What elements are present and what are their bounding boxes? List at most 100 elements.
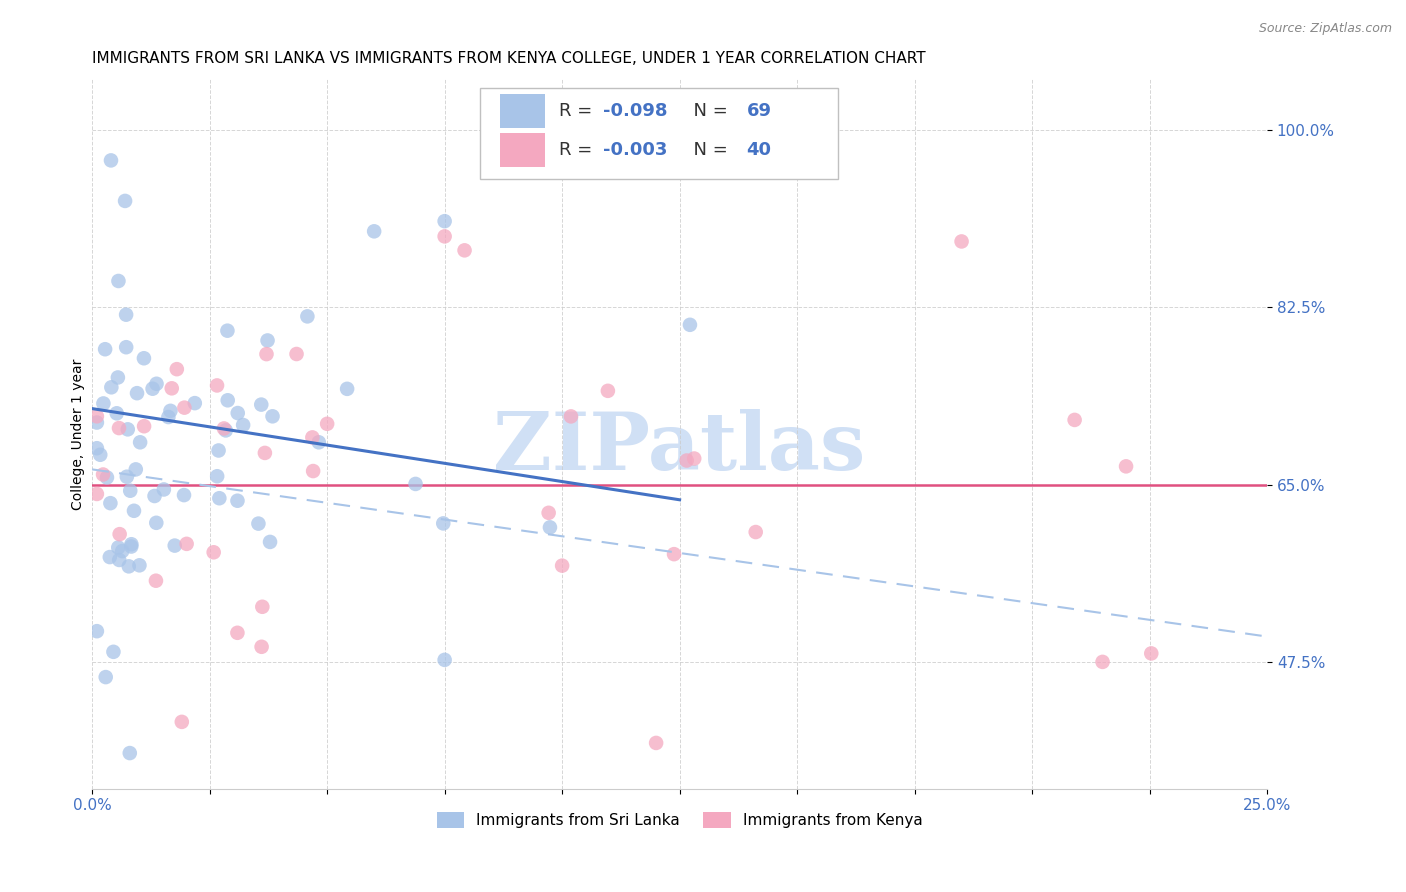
Point — [301, 430, 323, 444]
Point — [226, 493, 249, 508]
Point — [98, 550, 121, 565]
Point — [166, 362, 188, 376]
Point — [302, 464, 325, 478]
Point — [129, 435, 152, 450]
Point — [744, 524, 766, 539]
Point — [256, 347, 278, 361]
Point — [163, 539, 186, 553]
Point — [157, 410, 180, 425]
Point — [145, 376, 167, 391]
Point — [205, 469, 228, 483]
Point — [125, 462, 148, 476]
Point — [132, 351, 155, 366]
Point — [120, 537, 142, 551]
Text: -0.003: -0.003 — [603, 141, 668, 159]
Legend: Immigrants from Sri Lanka, Immigrants from Kenya: Immigrants from Sri Lanka, Immigrants fr… — [430, 805, 928, 834]
Point — [125, 386, 148, 401]
Point — [679, 318, 702, 332]
Point — [538, 520, 561, 534]
Point — [308, 435, 330, 450]
Point — [118, 746, 141, 760]
Point — [683, 451, 706, 466]
Point — [86, 409, 108, 424]
Text: N =: N = — [682, 102, 734, 120]
Point — [108, 527, 131, 541]
Point — [252, 599, 274, 614]
Point — [253, 446, 276, 460]
Point — [170, 714, 193, 729]
Text: IMMIGRANTS FROM SRI LANKA VS IMMIGRANTS FROM KENYA COLLEGE, UNDER 1 YEAR CORRELA: IMMIGRANTS FROM SRI LANKA VS IMMIGRANTS … — [93, 51, 925, 66]
Point — [433, 214, 456, 228]
Point — [153, 483, 176, 497]
Point — [160, 381, 183, 395]
Point — [205, 378, 228, 392]
Point — [86, 487, 108, 501]
Point — [1140, 647, 1163, 661]
Point — [86, 441, 108, 455]
Point — [91, 467, 114, 482]
Point — [259, 535, 281, 549]
Text: Source: ZipAtlas.com: Source: ZipAtlas.com — [1258, 22, 1392, 36]
Point — [107, 541, 129, 555]
Point — [94, 670, 117, 684]
Point — [184, 396, 207, 410]
Point — [120, 483, 142, 498]
Point — [1063, 413, 1085, 427]
Text: 40: 40 — [747, 141, 772, 159]
Point — [247, 516, 270, 531]
Point — [107, 370, 129, 384]
Text: ZIPatlas: ZIPatlas — [494, 409, 866, 487]
Point — [596, 384, 619, 398]
Text: 69: 69 — [747, 102, 772, 120]
Point — [115, 340, 138, 354]
Point — [100, 496, 122, 510]
Point — [1091, 655, 1114, 669]
Point — [336, 382, 359, 396]
Point — [159, 404, 181, 418]
Point — [405, 477, 427, 491]
Point — [100, 380, 122, 394]
Point — [115, 308, 138, 322]
Point — [1115, 459, 1137, 474]
Point — [226, 625, 249, 640]
Point — [89, 448, 111, 462]
Point — [118, 559, 141, 574]
Point — [145, 574, 167, 588]
Point — [107, 274, 129, 288]
FancyBboxPatch shape — [501, 94, 544, 128]
Point — [96, 470, 118, 484]
Point — [176, 537, 198, 551]
Point — [202, 545, 225, 559]
Point — [100, 153, 122, 168]
Point — [551, 558, 574, 573]
Point — [115, 469, 138, 483]
Point — [93, 396, 115, 410]
Point — [208, 491, 231, 506]
Point — [173, 401, 195, 415]
Point — [560, 409, 582, 424]
Point — [256, 334, 278, 348]
Point — [537, 506, 560, 520]
Point — [363, 224, 385, 238]
Point — [662, 547, 685, 561]
Point — [142, 382, 165, 396]
Point — [453, 244, 475, 258]
Point — [117, 422, 139, 436]
Point — [111, 544, 134, 558]
Point — [120, 540, 142, 554]
Point — [145, 516, 167, 530]
Point — [262, 409, 284, 424]
Point — [316, 417, 339, 431]
Point — [128, 558, 150, 573]
Point — [645, 736, 668, 750]
Point — [103, 645, 125, 659]
Point — [114, 194, 136, 208]
Point — [675, 453, 697, 467]
Point — [207, 443, 229, 458]
Point — [217, 324, 239, 338]
Point — [122, 504, 145, 518]
Point — [108, 553, 131, 567]
Point — [232, 417, 254, 432]
Point — [105, 406, 128, 420]
Point — [250, 640, 273, 654]
